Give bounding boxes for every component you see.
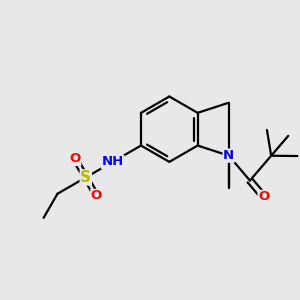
Text: NH: NH [102,155,124,168]
Text: O: O [258,190,269,203]
Text: S: S [80,170,91,185]
Text: O: O [70,152,81,165]
Text: N: N [223,149,234,162]
Text: O: O [91,190,102,202]
